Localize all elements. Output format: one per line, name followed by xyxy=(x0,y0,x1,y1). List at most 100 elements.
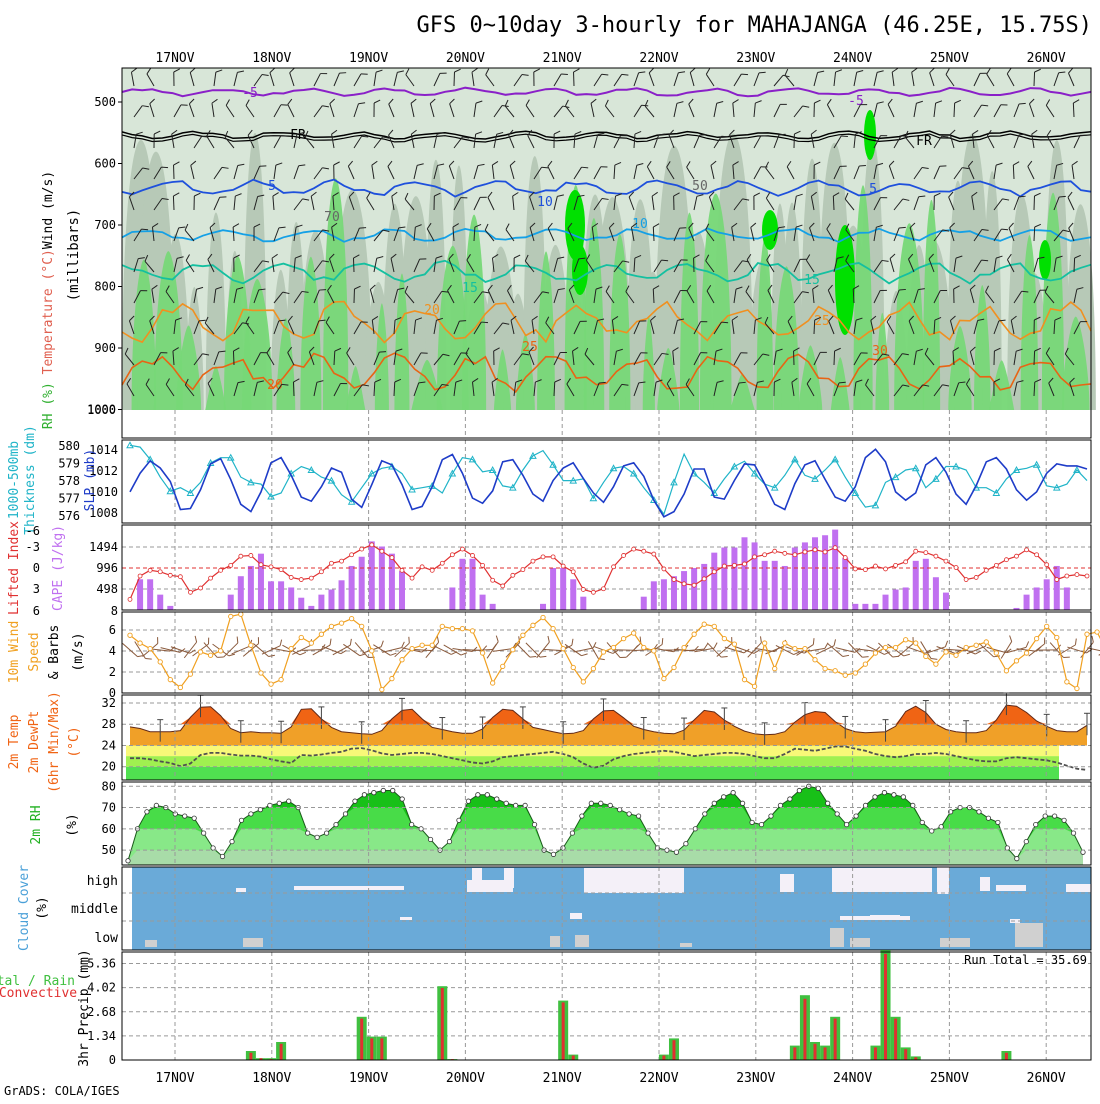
cape-bar xyxy=(641,597,647,610)
rh-point xyxy=(551,852,555,856)
wind-speed-point xyxy=(269,682,273,686)
cape-bar xyxy=(339,580,345,610)
wind-speed-point xyxy=(1065,680,1069,684)
li-point xyxy=(390,556,394,560)
contour-label: 20 xyxy=(424,303,440,318)
rh-point xyxy=(476,793,480,797)
rh-point xyxy=(674,850,678,854)
rh-point xyxy=(617,807,621,811)
cape-bar xyxy=(278,581,284,610)
cape-bar xyxy=(893,590,899,610)
precip-tick: 0 xyxy=(109,1053,116,1067)
wind-speed-point xyxy=(541,615,545,619)
wind-speed-point xyxy=(1004,669,1008,673)
pressure-tick: 800 xyxy=(94,280,116,294)
wind-label: Wind (m/s) xyxy=(41,171,56,249)
wind-speed-point xyxy=(873,651,877,655)
rh-point xyxy=(901,795,905,799)
rh-point xyxy=(599,801,603,805)
li-point xyxy=(783,551,787,555)
li-point xyxy=(541,555,545,559)
li-point xyxy=(974,575,978,579)
cloud-tick-high: high xyxy=(87,874,118,889)
rh2m-unit: (%) xyxy=(65,813,80,836)
wind-speed-point xyxy=(571,665,575,669)
wind-speed-point xyxy=(188,672,192,676)
wind-speed-point xyxy=(450,626,454,630)
rh-point xyxy=(721,795,725,799)
wind-barb-staff xyxy=(1013,165,1014,179)
cloud-tick-middle: middle xyxy=(71,902,118,917)
wind-speed-point xyxy=(319,632,323,636)
wind-barb-staff xyxy=(353,258,354,272)
high-cloud-block xyxy=(996,885,1026,891)
li-point xyxy=(440,561,444,565)
wind-barb-staff xyxy=(173,196,174,210)
cape-bar xyxy=(399,571,405,610)
li-point xyxy=(178,575,182,579)
li-point xyxy=(1065,574,1069,578)
li-point xyxy=(450,553,454,557)
wind-speed-point xyxy=(934,662,938,666)
rh-tick: 70 xyxy=(102,801,116,815)
precip-label-2: Convective xyxy=(0,986,77,1001)
rh-point xyxy=(684,842,688,846)
rh-tick: 80 xyxy=(102,779,116,793)
wind-speed-point xyxy=(410,646,414,650)
date-label-bottom: 22NOV xyxy=(639,1071,678,1086)
li-point xyxy=(491,578,495,582)
cape-bar xyxy=(560,568,566,610)
li-tick: -6 xyxy=(26,524,40,538)
cape-label: CAPE (J/kg) xyxy=(51,525,66,611)
li-point xyxy=(199,586,203,590)
wind-tick: 4 xyxy=(109,644,116,658)
temp-label-2: 2m DewPt xyxy=(27,711,42,774)
wind-speed-point xyxy=(400,658,404,662)
temp-tick: 20 xyxy=(102,760,116,774)
precip-conv-bar xyxy=(824,1047,827,1060)
date-label-top: 25NOV xyxy=(930,51,969,66)
li-point xyxy=(682,582,686,586)
precip-conv-bar xyxy=(894,1019,897,1060)
cape-bar xyxy=(822,535,828,610)
wind-label-2: Speed xyxy=(27,632,42,671)
wind-speed-point xyxy=(349,616,353,620)
li-point xyxy=(501,584,505,588)
rh-point xyxy=(447,839,451,843)
wind-speed-point xyxy=(601,650,605,654)
li-point xyxy=(249,553,253,557)
wind-speed-point xyxy=(158,660,162,664)
low-cloud-block xyxy=(145,940,157,947)
rh-point xyxy=(305,831,309,835)
cape-bar xyxy=(933,577,939,610)
rh-point xyxy=(211,846,215,850)
cape-bar xyxy=(842,558,848,610)
rh-point xyxy=(939,824,943,828)
li-point xyxy=(954,566,958,570)
temperature-label: Temperature (°C) xyxy=(41,249,56,374)
li-point xyxy=(591,590,595,594)
cape-bar xyxy=(731,548,737,610)
cape-bar xyxy=(389,554,395,610)
wind-speed-point xyxy=(914,641,918,645)
credit: GrADS: COLA/IGES xyxy=(4,1084,120,1098)
rh-point xyxy=(882,790,886,794)
cape-bar xyxy=(943,593,949,610)
wind-speed-point xyxy=(420,643,424,647)
pressure-tick: 600 xyxy=(94,157,116,171)
wind-speed-point xyxy=(460,626,464,630)
cape-bar xyxy=(369,541,375,610)
precip-conv-bar xyxy=(360,1019,363,1060)
wind-speed-point xyxy=(239,612,243,616)
rh-point xyxy=(854,814,858,818)
rh-top-fade xyxy=(122,68,1091,108)
rh-point xyxy=(183,814,187,818)
wind-speed-point xyxy=(974,643,978,647)
wind-label-1: 10m Wind xyxy=(7,621,22,684)
precip-conv-bar xyxy=(1005,1053,1008,1060)
contour-label: FR xyxy=(290,128,306,143)
li-point xyxy=(209,576,213,580)
wind-speed-point xyxy=(511,648,515,652)
wind-speed-point xyxy=(390,676,394,680)
wind-speed-point xyxy=(803,646,807,650)
